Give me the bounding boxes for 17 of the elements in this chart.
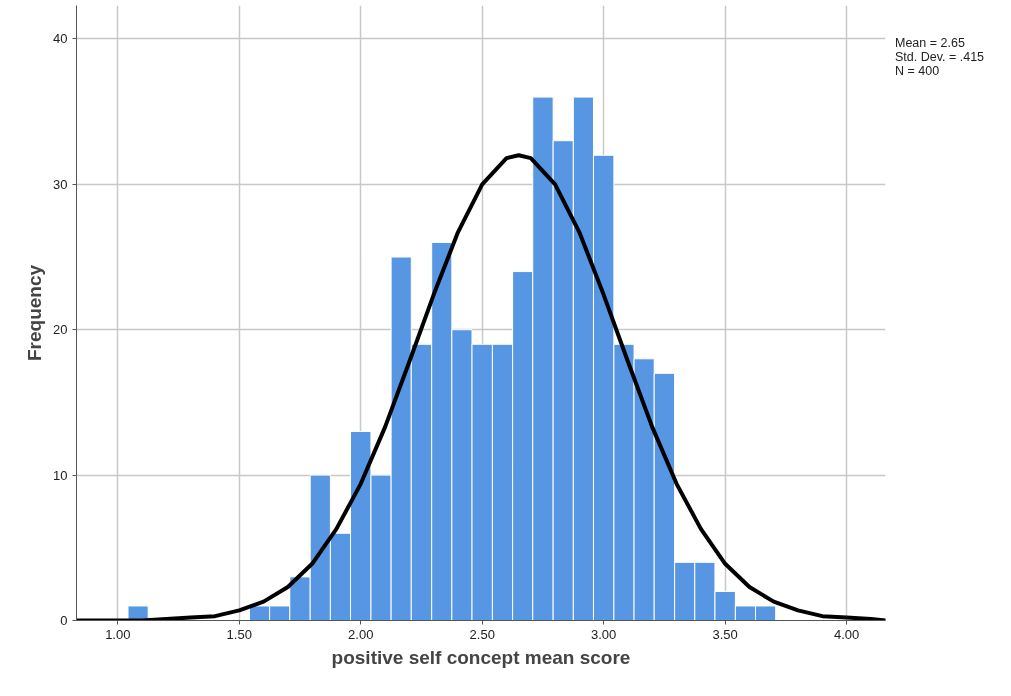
x-axis-title: positive self concept mean score bbox=[331, 646, 631, 668]
x-tick-label: 4.00 bbox=[833, 626, 860, 642]
y-axis-title: Frequency bbox=[24, 264, 46, 362]
y-tick-label: 20 bbox=[53, 322, 68, 338]
y-tick-label: 30 bbox=[53, 176, 68, 192]
text: Std. Dev. = .415 bbox=[895, 50, 985, 64]
y-tick-label: 40 bbox=[53, 31, 68, 47]
x-tick-label: 3.50 bbox=[712, 626, 738, 642]
x-tick-label: 1.50 bbox=[226, 626, 252, 642]
y-tick-label: 0 bbox=[60, 613, 68, 628]
x-tick-label: 2.00 bbox=[348, 626, 374, 642]
text: N = 400 bbox=[895, 64, 941, 78]
text: Mean = 2.65 bbox=[895, 36, 966, 50]
x-tick-label: 3.00 bbox=[591, 626, 617, 642]
y-tick-label: 10 bbox=[53, 467, 68, 483]
x-tick-label: 2.50 bbox=[469, 626, 495, 642]
x-tick-label: 1.00 bbox=[105, 626, 131, 642]
